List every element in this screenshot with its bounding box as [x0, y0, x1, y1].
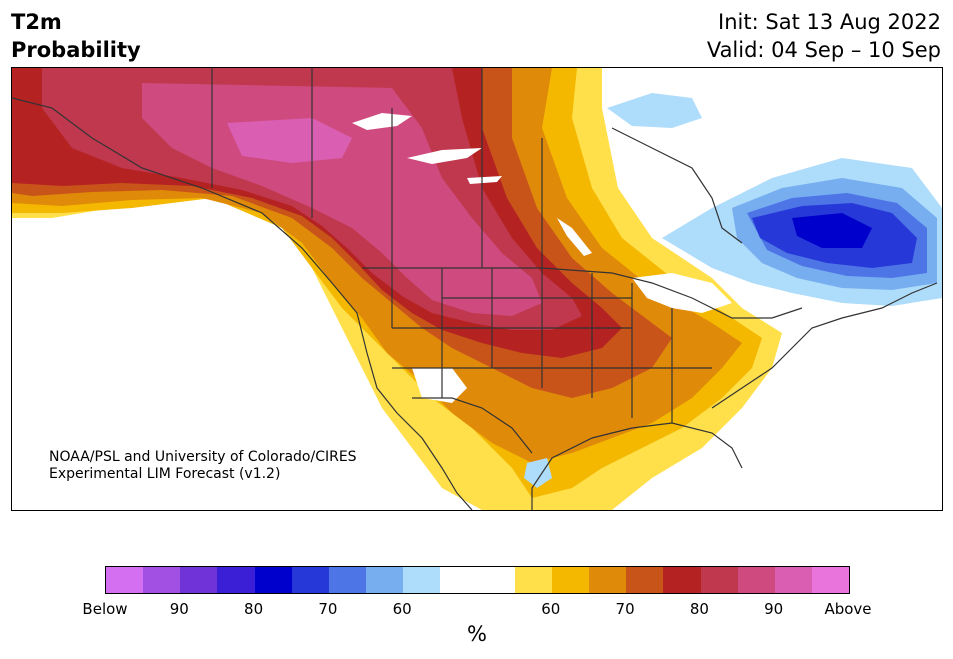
colorbar-tick-5: 60: [541, 600, 561, 618]
colorbar-cell-5: [291, 567, 329, 593]
political-boundaries: [12, 68, 938, 510]
colorbar-cell-16: [700, 567, 738, 593]
colorbar-cell-3: [217, 567, 255, 593]
credit-line-2: Experimental LIM Forecast (v1.2): [49, 466, 281, 482]
colorbar-cell-4: [254, 567, 292, 593]
valid-range: Valid: 04 Sep – 10 Sep: [706, 38, 941, 62]
colorbar-tick-0: Below: [82, 600, 128, 618]
colorbar-cell-7: [366, 567, 404, 593]
coastline-west: [12, 97, 473, 510]
neutral-mexico: [524, 458, 552, 488]
colorbar-tick-8: 90: [764, 600, 784, 618]
colorbar-tick-2: 80: [244, 600, 264, 618]
coastline-gulf: [531, 422, 743, 510]
forecast-dates: Init: Sat 13 Aug 2022 Valid: 04 Sep – 10…: [707, 8, 941, 64]
cold-80-region: [792, 213, 872, 248]
colorbar-tick-3: 70: [318, 600, 338, 618]
colorbar-cell-12: [551, 567, 590, 593]
colorbar-unit-label: %: [467, 622, 487, 646]
colorbar-tick-9: Above: [824, 600, 872, 618]
colorbar-cell-1: [143, 567, 181, 593]
map-credit: NOAA/PSL and University of Colorado/CIRE…: [49, 449, 357, 483]
colorbar-tick-7: 80: [689, 600, 709, 618]
warm-95-region: [227, 118, 352, 163]
colorbar-cell-2: [180, 567, 218, 593]
colorbar-cell-15: [663, 567, 701, 593]
colorbar-tick-6: 70: [615, 600, 635, 618]
colorbar-cell-14: [626, 567, 664, 593]
probability-map: [12, 68, 942, 510]
hudson-bay-coast: [611, 127, 743, 244]
colorbar-cell-13: [589, 567, 627, 593]
colorbar-cell-6: [328, 567, 367, 593]
coastline-east: [711, 282, 938, 409]
map-title: T2m Probability: [11, 8, 141, 64]
great-bear-lake: [352, 113, 412, 130]
title-line-1: T2m: [11, 10, 62, 34]
lake-winnipeg: [557, 218, 592, 256]
us-mexico-border: [412, 397, 533, 454]
colorbar: [105, 566, 850, 594]
map-panel: NOAA/PSL and University of Colorado/CIRE…: [11, 67, 943, 511]
colorbar-cell-8: [403, 567, 441, 593]
colorbar-tick-1: 90: [169, 600, 189, 618]
colorbar-cell-17: [737, 567, 775, 593]
colorbar-cell-19: [811, 567, 850, 593]
colorbar-cell-10: [477, 567, 515, 593]
colorbar-cell-0: [106, 567, 144, 593]
credit-line-1: NOAA/PSL and University of Colorado/CIRE…: [49, 449, 357, 465]
title-line-2: Probability: [11, 38, 141, 62]
colorbar-tick-4: 60: [392, 600, 412, 618]
lake-athabasca: [467, 176, 502, 184]
cold-60-north: [607, 93, 702, 128]
province-lines: [211, 68, 543, 268]
init-date: Init: Sat 13 Aug 2022: [718, 10, 941, 34]
state-lines: [391, 268, 712, 423]
great-slave-lake: [407, 148, 482, 164]
colorbar-cell-11: [514, 567, 552, 593]
probability-fields: [12, 68, 942, 510]
great-lakes: [632, 273, 732, 313]
colorbar-cell-9: [440, 567, 478, 593]
neutral-west: [412, 368, 467, 403]
colorbar-cell-18: [774, 567, 812, 593]
